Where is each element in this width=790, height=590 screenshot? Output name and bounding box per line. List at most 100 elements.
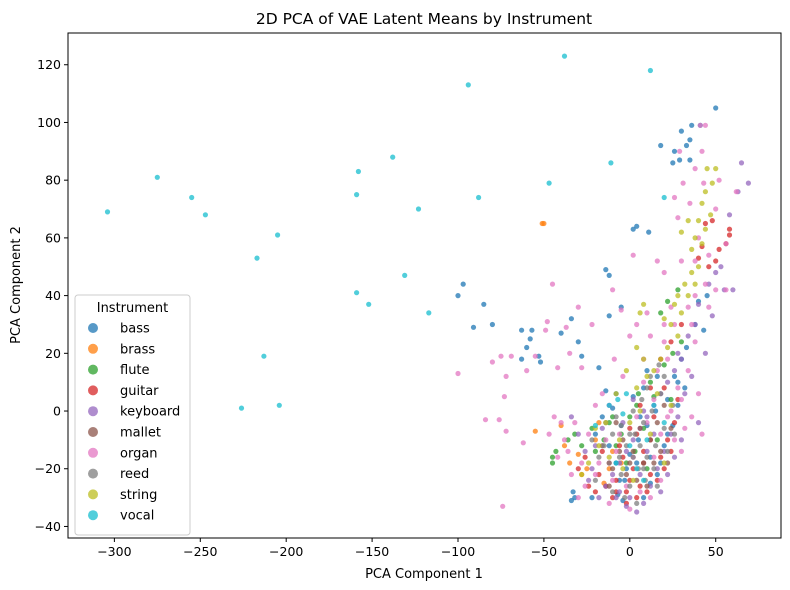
point-string	[689, 246, 695, 252]
point-guitar	[658, 454, 664, 460]
point-flute	[647, 379, 654, 385]
series-vocal	[104, 53, 667, 483]
point-vocal	[546, 180, 552, 186]
point-keyboard	[671, 454, 678, 460]
point-keyboard	[630, 437, 636, 443]
legend-label-guitar: guitar	[120, 384, 159, 399]
point-keyboard	[641, 500, 647, 506]
point-string	[699, 200, 705, 206]
point-reed	[661, 425, 667, 431]
point-guitar	[661, 385, 667, 391]
point-organ	[651, 396, 657, 403]
point-string	[713, 166, 719, 172]
point-organ	[503, 373, 509, 379]
legend-marker-mallet	[88, 427, 98, 437]
point-organ	[668, 408, 674, 414]
point-guitar	[709, 218, 715, 224]
point-string	[654, 391, 660, 397]
y-tick-label: 120	[37, 57, 61, 72]
point-string	[695, 218, 702, 224]
legend: Instrument bass brass flute guitar keyboard ma…	[74, 294, 191, 536]
point-guitar	[575, 466, 581, 472]
series-bass	[455, 105, 719, 504]
point-guitar	[637, 402, 643, 408]
point-string	[644, 373, 650, 379]
point-organ	[661, 339, 667, 345]
legend-marker-bass	[88, 323, 98, 333]
point-brass	[584, 466, 590, 472]
point-string	[651, 368, 657, 374]
point-bass	[568, 497, 575, 504]
point-string	[661, 316, 667, 322]
y-tick-label: 20	[45, 346, 61, 361]
point-string	[603, 420, 609, 426]
point-string	[627, 420, 633, 426]
point-bass	[592, 431, 599, 437]
y-tick-label: −20	[35, 461, 61, 476]
point-organ	[713, 206, 719, 212]
series-organ	[455, 122, 739, 512]
point-bass	[558, 330, 564, 336]
point-organ	[677, 148, 683, 154]
point-organ	[565, 448, 571, 454]
point-reed	[622, 495, 628, 501]
point-organ	[500, 503, 506, 509]
point-bass	[524, 344, 530, 351]
y-tick-label: 40	[45, 288, 61, 303]
point-reed	[661, 373, 667, 379]
point-brass	[561, 443, 568, 449]
point-flute	[661, 362, 667, 368]
point-guitar	[726, 232, 733, 238]
point-bass	[579, 353, 585, 359]
point-bass	[519, 356, 525, 362]
point-organ	[532, 353, 538, 359]
point-string	[708, 212, 714, 218]
x-axis: −300 −250 −200 −150 −100 −50 0 50	[97, 538, 724, 559]
point-flute	[670, 350, 676, 356]
point-string	[620, 466, 626, 472]
point-vocal	[647, 67, 654, 74]
point-organ	[551, 414, 557, 420]
point-organ	[658, 477, 664, 483]
point-vocal	[620, 411, 626, 417]
point-keyboard	[689, 373, 695, 379]
x-tick-label: 50	[708, 544, 724, 559]
point-bass	[687, 137, 693, 143]
point-keyboard	[709, 313, 715, 319]
point-organ	[647, 495, 654, 501]
point-vocal	[402, 272, 408, 278]
point-bass	[677, 157, 683, 163]
point-keyboard	[675, 350, 681, 356]
point-reed	[618, 471, 624, 478]
point-reed	[613, 414, 619, 420]
point-organ	[613, 448, 619, 454]
x-tick-label: −100	[441, 544, 475, 559]
point-flute	[658, 310, 664, 316]
point-organ	[620, 373, 626, 379]
point-string	[685, 293, 691, 299]
point-string	[586, 460, 592, 466]
point-bass	[606, 272, 612, 278]
point-reed	[627, 483, 633, 489]
point-organ	[723, 287, 729, 293]
series-string	[579, 166, 719, 483]
point-bass	[678, 128, 685, 134]
point-mallet	[644, 483, 650, 489]
point-keyboard	[637, 471, 643, 478]
point-organ	[482, 417, 489, 423]
points-layer	[104, 53, 752, 515]
point-string	[709, 180, 715, 186]
point-guitar	[665, 437, 671, 443]
point-organ	[489, 359, 495, 365]
point-keyboard	[616, 489, 623, 495]
point-vocal	[644, 437, 650, 443]
point-string	[668, 321, 674, 328]
point-organ	[701, 180, 707, 186]
point-reed	[641, 466, 647, 472]
point-organ	[699, 148, 705, 154]
point-vocal	[238, 405, 245, 411]
point-organ	[658, 431, 664, 437]
point-keyboard	[644, 448, 650, 454]
legend-marker-reed	[88, 468, 98, 479]
point-bass	[589, 495, 595, 501]
